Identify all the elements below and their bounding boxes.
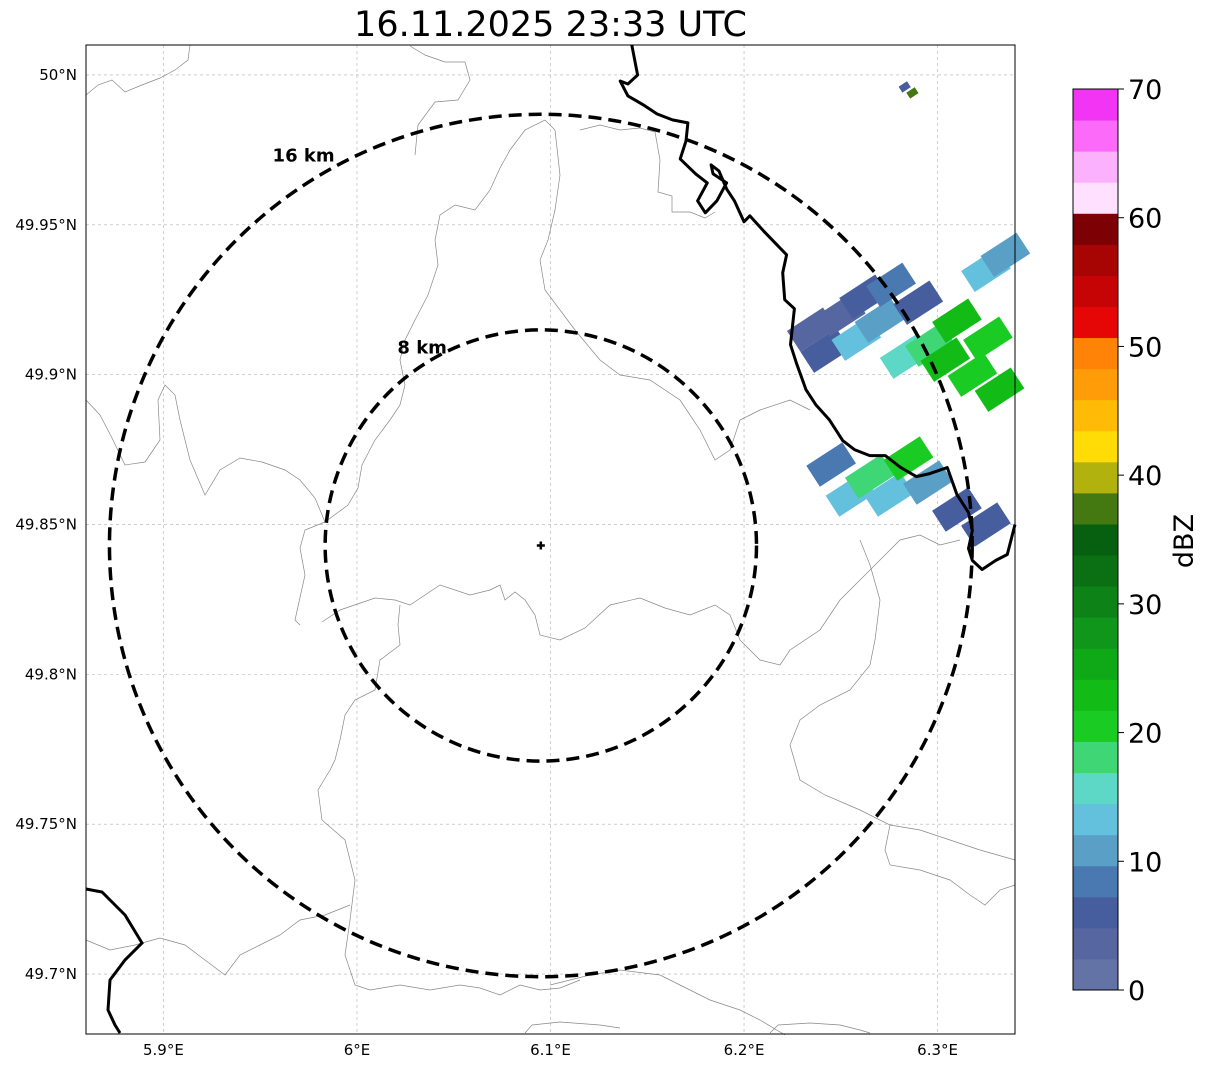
lat-tick-label: 49.9°N — [25, 366, 77, 384]
chart-title: 16.11.2025 23:33 UTC — [354, 5, 747, 45]
lon-tick-label: 6.1°E — [530, 1041, 571, 1059]
regional-boundary — [789, 539, 1016, 861]
colorbar-segment — [1073, 337, 1118, 370]
radar-echo-cell — [806, 442, 856, 487]
colorbar-segment — [1073, 244, 1118, 276]
colorbar-tick-label: 30 — [1128, 590, 1162, 621]
radar-echo-cell — [883, 436, 934, 481]
colorbar-segment — [1073, 492, 1118, 525]
colorbar-segment — [1073, 213, 1118, 245]
lat-tick-label: 49.75°N — [15, 815, 77, 833]
colorbar: 0 10 20 30 40 50 60 70 dBZ — [1072, 75, 1200, 1007]
regional-boundary — [317, 604, 581, 996]
lon-tick-label: 6.3°E — [917, 1041, 958, 1059]
colorbar-segment — [1073, 523, 1118, 556]
colorbar-segment — [1073, 182, 1118, 214]
colorbar-segment — [1073, 803, 1118, 836]
lon-tick-label: 6.2°E — [724, 1041, 765, 1059]
colorbar-segment — [1073, 368, 1118, 401]
colorbar-segment — [1073, 430, 1118, 463]
colorbar-segment — [1073, 679, 1118, 711]
colorbar-tick-label: 10 — [1128, 847, 1162, 878]
national-border-sw — [85, 887, 144, 1034]
colorbar-segment — [1073, 772, 1118, 805]
colorbar-segment — [1073, 306, 1118, 339]
radar-echoes — [786, 81, 1031, 547]
range-ring-label: 8 km — [397, 338, 447, 359]
colorbar-tick-label: 60 — [1128, 204, 1162, 235]
regional-boundary — [85, 904, 351, 976]
regional-boundary — [85, 44, 191, 96]
colorbar-segment — [1073, 648, 1118, 680]
national-border — [618, 44, 1017, 571]
regional-boundary — [884, 824, 1016, 906]
regional-boundary — [85, 384, 326, 626]
radar-echo-cell — [963, 316, 1013, 361]
regional-boundary — [324, 119, 811, 523]
radar-echo-cell — [932, 298, 982, 343]
colorbar-frame — [1072, 88, 1119, 991]
colorbar-segment — [1073, 399, 1118, 432]
regional-boundary — [409, 45, 471, 156]
colorbar-segment — [1073, 586, 1118, 618]
colorbar-tick-label: 20 — [1128, 719, 1162, 750]
radar-echo-cell — [947, 352, 998, 397]
colorbar-segment — [1073, 710, 1118, 742]
colorbar-segment — [1073, 896, 1118, 929]
lat-tick-label: 49.95°N — [15, 216, 77, 234]
colorbar-segment — [1073, 275, 1118, 307]
colorbar-tick-label: 0 — [1128, 976, 1145, 1007]
regional-boundary — [321, 534, 961, 666]
colorbar-segment — [1073, 89, 1118, 121]
colorbar-segment — [1073, 461, 1118, 494]
lat-tick-label: 49.8°N — [25, 665, 77, 683]
colorbar-segment — [1073, 741, 1118, 774]
colorbar-label: dBZ — [1169, 514, 1200, 568]
radar-echo-cell — [980, 232, 1031, 277]
radar-echo-cell — [906, 87, 919, 99]
range-rings: 8 km 16 km — [107, 112, 974, 979]
colorbar-tick-label: 40 — [1128, 461, 1162, 492]
gridlines — [86, 45, 1015, 1034]
colorbar-segment — [1073, 927, 1118, 960]
colorbar-segment — [1073, 865, 1118, 898]
axis-ticks: 5.9°E 6°E 6.1°E 6.2°E 6.3°E 50°N 49.95°N 49.9°N… — [15, 66, 958, 1059]
regional-boundaries — [85, 44, 1016, 1036]
colorbar-segment — [1073, 834, 1118, 867]
colorbar-segment — [1073, 958, 1118, 991]
range-ring — [323, 328, 759, 763]
colorbar-segment — [1073, 120, 1118, 152]
radar-echo-cell — [903, 460, 953, 505]
regional-boundary — [549, 969, 786, 1036]
colorbar-segment — [1073, 555, 1118, 587]
colorbar-tick-label: 70 — [1128, 75, 1162, 106]
lon-tick-label: 5.9°E — [143, 1041, 184, 1059]
radar-echo-cell — [866, 262, 916, 307]
range-ring-label: 16 km — [273, 146, 335, 167]
range-ring — [107, 112, 974, 979]
colorbar-tick-label: 50 — [1128, 332, 1162, 363]
radar-echo-cell — [974, 367, 1025, 412]
regional-boundary — [579, 124, 716, 219]
radar-site-marker — [536, 541, 545, 550]
colorbar-segment — [1073, 617, 1118, 649]
radar-echo-cell — [961, 502, 1011, 547]
lat-tick-label: 49.7°N — [25, 965, 77, 983]
regional-boundary — [769, 1022, 871, 1034]
colorbar-segment — [1073, 151, 1118, 183]
map-frame — [85, 44, 1016, 1035]
lat-tick-label: 49.85°N — [15, 516, 77, 534]
lat-tick-label: 50°N — [39, 66, 77, 84]
radar-echo-cell — [898, 81, 911, 93]
regional-boundary — [524, 1021, 621, 1034]
lon-tick-label: 6°E — [344, 1041, 371, 1059]
